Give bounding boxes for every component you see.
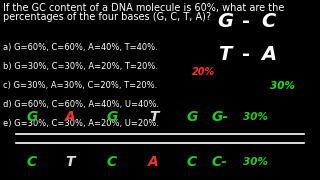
Text: A: A <box>261 44 276 64</box>
Text: 30%: 30% <box>270 81 295 91</box>
Text: T: T <box>218 44 231 64</box>
Text: C: C <box>27 155 37 169</box>
Text: G-: G- <box>211 110 228 124</box>
Text: 30%: 30% <box>243 112 268 122</box>
Text: 30%: 30% <box>243 157 268 167</box>
Text: C-: C- <box>211 155 227 169</box>
Text: G: G <box>218 12 234 31</box>
Text: C: C <box>187 155 197 169</box>
Text: b) G=30%, C=30%, A=20%, T=20%.: b) G=30%, C=30%, A=20%, T=20%. <box>3 62 158 71</box>
Text: A: A <box>148 155 159 169</box>
Text: T: T <box>66 155 75 169</box>
Text: G: G <box>186 110 198 124</box>
Text: c) G=30%, A=30%, C=20%, T=20%.: c) G=30%, A=30%, C=20%, T=20%. <box>3 81 157 90</box>
Text: -: - <box>242 44 250 64</box>
Text: C: C <box>261 12 275 31</box>
Text: -: - <box>242 12 250 31</box>
Text: percentages of the four bases (G, C, T, A)?: percentages of the four bases (G, C, T, … <box>3 12 211 22</box>
Text: 20%: 20% <box>192 67 215 77</box>
Text: G: G <box>106 110 118 124</box>
Text: A: A <box>65 110 76 124</box>
Text: e) G=30%, C=30%, A=20%, U=20%.: e) G=30%, C=30%, A=20%, U=20%. <box>3 119 159 128</box>
Text: d) G=60%, C=60%, A=40%, U=40%.: d) G=60%, C=60%, A=40%, U=40%. <box>3 100 159 109</box>
Text: T: T <box>149 110 158 124</box>
Text: G: G <box>26 110 38 124</box>
Text: a) G=60%, C=60%, A=40%, T=40%.: a) G=60%, C=60%, A=40%, T=40%. <box>3 43 158 52</box>
Text: C: C <box>107 155 117 169</box>
Text: If the GC content of a DNA molecule is 60%, what are the: If the GC content of a DNA molecule is 6… <box>3 3 284 13</box>
